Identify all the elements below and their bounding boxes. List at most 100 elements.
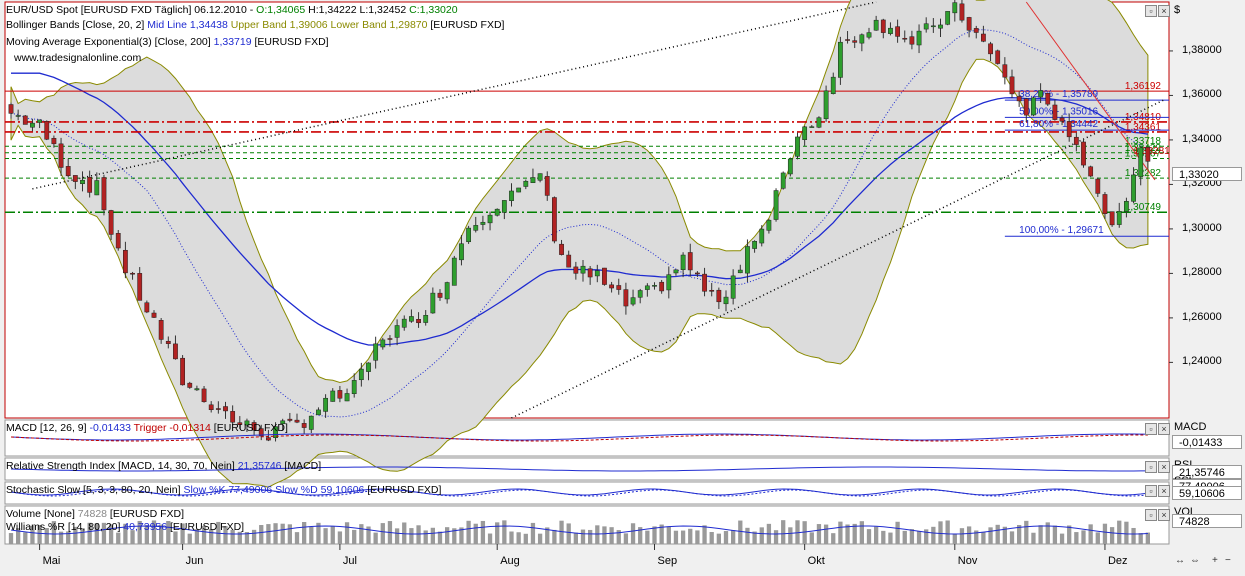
fibonacci-label: 38,20% - 1,35789: [1019, 89, 1098, 100]
volume-bar: [380, 523, 385, 544]
y-tick-label: 1,34000: [1182, 132, 1222, 145]
volume-bar: [352, 529, 357, 544]
candle: [594, 270, 600, 277]
candle: [795, 136, 800, 157]
volume-bar: [294, 532, 300, 544]
zoom-in-icon[interactable]: +: [1212, 555, 1218, 566]
volume-bar: [251, 529, 257, 544]
y-tick-label: 1,24000: [1182, 355, 1222, 368]
candle: [487, 214, 493, 224]
candle: [173, 343, 178, 360]
legend-segment: Lower Band 1,29870: [327, 19, 428, 31]
y-tick-label: 1,36000: [1182, 88, 1222, 101]
volume-bar: [659, 524, 664, 544]
volume-bar: [187, 533, 192, 544]
candle: [644, 285, 650, 290]
macd-close-button[interactable]: ×: [1158, 423, 1170, 435]
candle: [308, 415, 314, 430]
candle: [358, 368, 364, 381]
candle: [630, 297, 636, 305]
volume-bar: [716, 533, 721, 544]
zoom-out-icon[interactable]: −: [1225, 555, 1231, 566]
candle: [1009, 76, 1015, 95]
candle: [180, 357, 185, 386]
macd-minimize-button[interactable]: ▫: [1145, 423, 1157, 435]
stoch-d-tag: 59,10606: [1172, 486, 1242, 500]
candle: [902, 37, 908, 40]
volume-bar: [938, 521, 943, 544]
stoch-close-button[interactable]: ×: [1158, 485, 1170, 497]
volume-bar: [874, 526, 879, 544]
candle: [952, 2, 958, 14]
volume-bar: [988, 527, 993, 544]
stoch-minimize-button[interactable]: ▫: [1145, 485, 1157, 497]
legend-segment: 40,73956: [123, 521, 168, 533]
volume-bar: [795, 520, 800, 544]
volume-bar: [230, 529, 235, 544]
volume-bar: [323, 528, 328, 544]
volume-close-button[interactable]: ×: [1158, 509, 1170, 521]
volume-bar: [859, 521, 864, 544]
y-tick-label: 1,38000: [1182, 43, 1222, 56]
volume-bar: [537, 533, 543, 544]
stoch-d-line: [10, 489, 1148, 497]
candle: [544, 176, 550, 196]
candle: [916, 30, 922, 46]
legend-segment: [EURUSD FXD]: [251, 36, 329, 48]
volume-bar: [902, 530, 907, 544]
rsi-close-button[interactable]: ×: [1158, 461, 1170, 473]
candle: [930, 25, 936, 28]
legend-segment: Williams %R [14, 80, 20]: [6, 521, 124, 533]
volume-bar: [416, 525, 421, 544]
volume-bar: [409, 528, 414, 544]
candle: [1073, 136, 1079, 145]
candle: [616, 285, 622, 290]
x-tick-label: Jun: [185, 555, 204, 567]
volume-bar: [823, 524, 829, 544]
volume-bar: [1145, 532, 1150, 544]
candle: [501, 200, 507, 213]
panel-minimize-button[interactable]: ▫: [1145, 5, 1157, 17]
legend-segment: Moving Average Exponential(3) [Close, 20…: [6, 36, 214, 48]
rsi-minimize-button[interactable]: ▫: [1145, 461, 1157, 473]
volume-bar: [366, 526, 371, 544]
volume-bar: [566, 523, 571, 544]
candle: [1066, 121, 1072, 138]
volume-bar: [480, 520, 486, 544]
volume-bar: [781, 520, 786, 544]
legend-segment: Trigger -0,01314: [130, 422, 211, 434]
volume-bar: [394, 528, 400, 544]
candle: [1088, 166, 1094, 177]
candle: [301, 423, 307, 428]
volume-bar: [952, 533, 957, 544]
volume-bar: [602, 526, 607, 544]
legend-segment: [EURUSD FXD]: [167, 521, 245, 533]
volume-bar: [173, 531, 178, 544]
volume-bar: [309, 526, 314, 544]
macd-value-tag: -0,01433: [1172, 435, 1242, 449]
candle: [737, 269, 743, 274]
volume-bar: [259, 525, 264, 544]
volume-minimize-button[interactable]: ▫: [1145, 509, 1157, 521]
volume-bar: [545, 527, 550, 544]
scroll-left-right-icon[interactable]: ↔: [1175, 555, 1185, 566]
volume-bar: [473, 523, 478, 544]
candle: [580, 265, 586, 274]
candle: [494, 208, 500, 216]
expand-icon[interactable]: ⇔: [1190, 555, 1200, 566]
volume-bar: [194, 529, 200, 544]
volume-bar: [209, 529, 214, 544]
candle: [552, 197, 557, 242]
volume-bar: [344, 522, 350, 544]
candle: [923, 23, 929, 30]
candle: [573, 266, 579, 274]
legend-rsi: Relative Strength Index [MACD, 14, 30, 7…: [6, 460, 321, 473]
panel-close-button[interactable]: ×: [1158, 5, 1170, 17]
volume-bar: [552, 529, 557, 544]
volume-bar: [151, 520, 157, 544]
volume-bar: [530, 522, 536, 544]
x-tick-label: Okt: [807, 555, 825, 567]
candle: [1102, 194, 1108, 214]
